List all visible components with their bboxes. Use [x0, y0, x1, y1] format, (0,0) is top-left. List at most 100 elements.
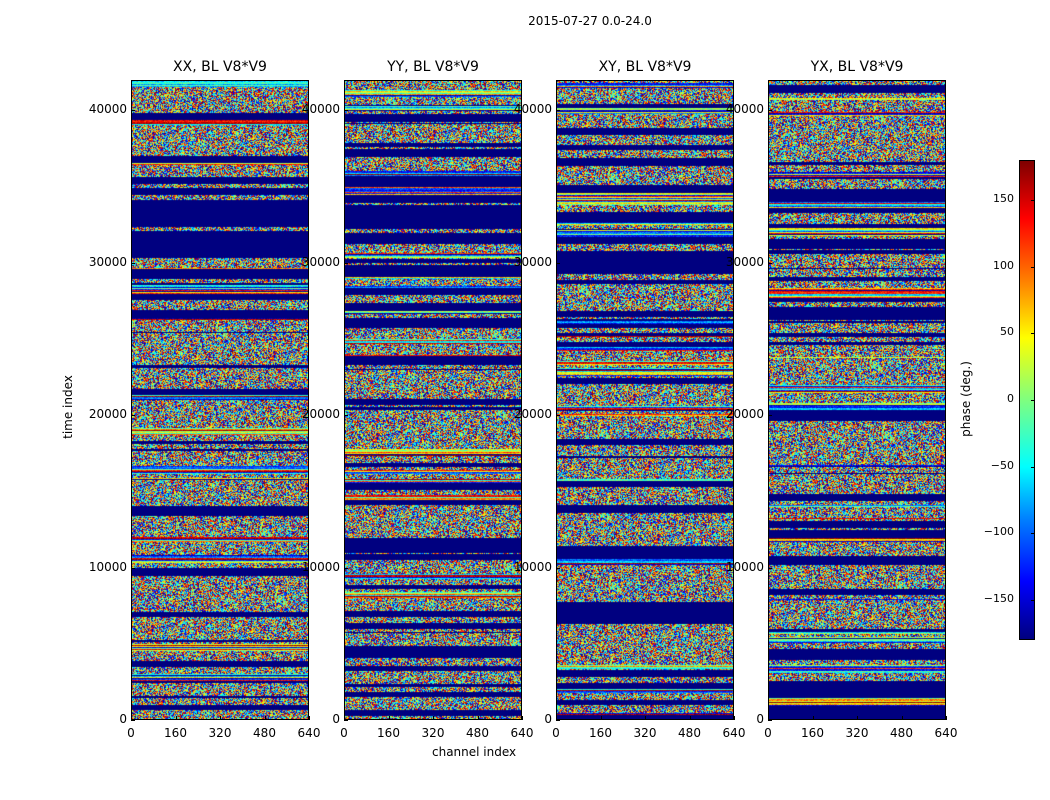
x-tick-mark	[946, 716, 947, 720]
y-tick-mark	[768, 110, 772, 112]
colorbar-tick-label: 150	[993, 192, 1014, 205]
colorbar-label: phase (deg.)	[958, 361, 973, 437]
y-tick-label: 20000	[88, 407, 127, 422]
x-tick-label: 320	[845, 726, 869, 740]
y-tick-label: 20000	[301, 407, 340, 422]
y-tick-mark	[556, 415, 560, 417]
panel-title-yy: YY, BL V8*V9	[387, 59, 479, 75]
x-tick-mark	[175, 716, 177, 720]
y-tick-mark	[768, 415, 772, 417]
heatmap-panel-yx	[768, 80, 946, 720]
x-tick-mark	[522, 716, 523, 720]
x-tick-mark	[220, 716, 221, 720]
x-tick-label: 320	[633, 726, 657, 740]
heatmap-panel-xy	[556, 80, 734, 720]
x-tick-label: 640	[934, 726, 958, 740]
y-tick-mark	[768, 720, 772, 721]
x-tick-mark	[131, 716, 132, 720]
x-tick-mark	[344, 716, 345, 720]
x-tick-label: 640	[722, 726, 746, 740]
x-tick-label: 160	[589, 726, 612, 740]
y-tick-mark	[344, 567, 348, 569]
x-tick-label: 480	[466, 726, 489, 740]
y-tick-mark	[131, 110, 135, 112]
colorbar-tick-mark	[1031, 400, 1035, 401]
y-tick-label: 10000	[88, 559, 127, 574]
y-tick-label: 40000	[513, 102, 552, 117]
y-tick-label: 0	[332, 712, 340, 726]
y-tick-mark	[768, 567, 772, 569]
x-tick-mark	[433, 716, 434, 720]
y-tick-mark	[556, 262, 560, 264]
colorbar-tick-mark	[1031, 533, 1035, 535]
y-tick-mark	[344, 110, 348, 112]
x-tick-label: 320	[208, 726, 232, 740]
x-tick-label: 0	[764, 726, 772, 740]
y-tick-mark	[556, 110, 560, 112]
y-tick-mark	[344, 262, 348, 264]
x-tick-mark	[689, 716, 691, 720]
x-tick-label: 320	[421, 726, 445, 740]
x-tick-label: 0	[127, 726, 135, 740]
x-tick-label: 640	[297, 726, 321, 740]
x-tick-label: 0	[340, 726, 348, 740]
colorbar-tick-label: 50	[1000, 325, 1014, 339]
x-axis-label: channel index	[432, 745, 517, 759]
colorbar-tick-mark	[1031, 333, 1035, 335]
y-tick-label: 10000	[513, 559, 552, 574]
x-tick-label: 0	[552, 726, 560, 740]
heatmap-canvas-yy	[345, 81, 521, 719]
y-tick-label: 30000	[301, 254, 340, 269]
x-tick-label: 160	[164, 726, 187, 740]
colorbar-tick-mark	[1031, 466, 1035, 468]
panel-title-yx: YX, BL V8*V9	[810, 59, 904, 75]
panel-title-xy: XY, BL V8*V9	[598, 59, 692, 75]
y-tick-label: 20000	[725, 407, 764, 422]
y-tick-mark	[768, 262, 772, 264]
x-tick-mark	[768, 716, 769, 720]
x-tick-mark	[734, 716, 735, 720]
x-tick-label: 160	[377, 726, 400, 740]
y-tick-label: 40000	[301, 102, 340, 117]
colorbar-tick-label: 100	[993, 258, 1014, 272]
y-tick-label: 30000	[513, 254, 552, 269]
y-tick-label: 0	[119, 712, 127, 726]
y-tick-mark	[131, 720, 135, 721]
x-tick-label: 480	[253, 726, 276, 740]
y-axis-label: time index	[60, 375, 75, 439]
y-tick-label: 20000	[513, 407, 552, 422]
x-tick-mark	[600, 716, 602, 720]
x-tick-label: 160	[801, 726, 824, 740]
colorbar-tick-label: 0	[1007, 392, 1014, 405]
heatmap-canvas-xy	[557, 81, 733, 719]
y-tick-mark	[556, 720, 560, 721]
x-tick-label: 480	[678, 726, 701, 740]
x-tick-mark	[645, 716, 646, 720]
x-tick-mark	[556, 716, 557, 720]
x-tick-mark	[477, 716, 479, 720]
y-tick-mark	[344, 415, 348, 417]
y-tick-label: 40000	[725, 102, 764, 117]
x-tick-label: 480	[890, 726, 913, 740]
x-tick-mark	[901, 716, 903, 720]
y-tick-mark	[131, 415, 135, 417]
x-tick-mark	[309, 716, 310, 720]
y-tick-mark	[131, 262, 135, 264]
y-tick-label: 10000	[301, 559, 340, 574]
colorbar-tick-mark	[1031, 200, 1035, 201]
heatmap-panel-xx	[131, 80, 309, 720]
heatmap-panel-yy	[344, 80, 522, 720]
colorbar-tick-mark	[1031, 266, 1035, 268]
colorbar-tick-label: −100	[983, 525, 1014, 539]
colorbar-tick-label: −50	[990, 458, 1014, 472]
colorbar-tick-label: −150	[983, 592, 1014, 605]
y-tick-label: 10000	[725, 559, 764, 574]
colorbar-tick-mark	[1031, 600, 1035, 601]
figure-suptitle: 2015-07-27 0.0-24.0	[528, 14, 652, 28]
y-tick-label: 30000	[88, 254, 127, 269]
heatmap-canvas-yx	[769, 81, 945, 719]
y-tick-label: 30000	[725, 254, 764, 269]
x-tick-mark	[388, 716, 390, 720]
x-tick-label: 640	[510, 726, 534, 740]
y-tick-mark	[131, 567, 135, 569]
